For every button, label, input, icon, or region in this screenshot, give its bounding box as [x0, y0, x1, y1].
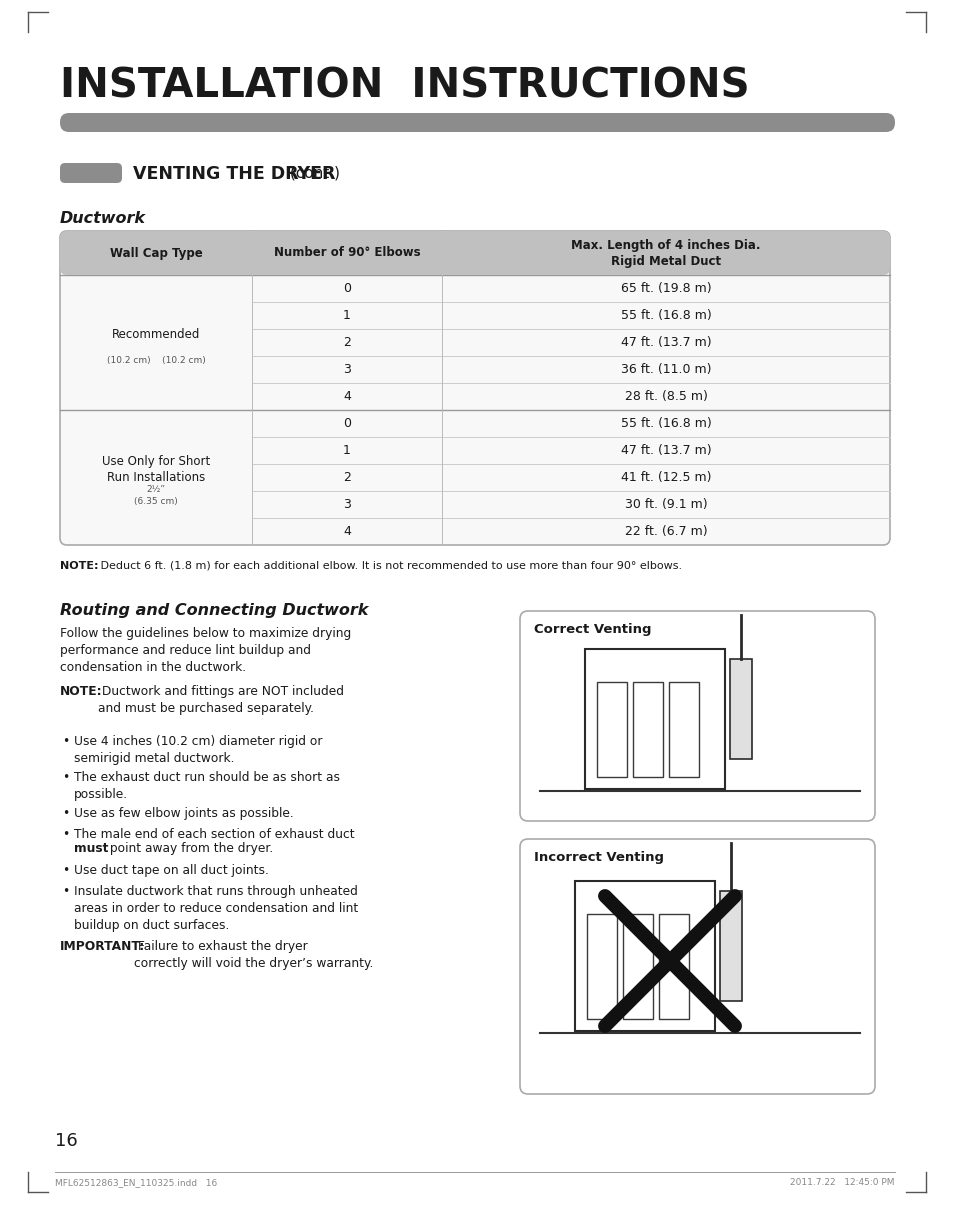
FancyBboxPatch shape: [519, 611, 874, 821]
Text: IMPORTANT:: IMPORTANT:: [60, 940, 145, 953]
FancyBboxPatch shape: [60, 112, 894, 132]
Text: •: •: [62, 771, 70, 785]
Text: 28 ft. (8.5 m): 28 ft. (8.5 m): [624, 390, 707, 403]
Text: must: must: [74, 842, 109, 855]
Text: 41 ft. (12.5 m): 41 ft. (12.5 m): [620, 470, 711, 484]
Text: 2½”
(6.35 cm): 2½” (6.35 cm): [134, 485, 177, 506]
Text: 55 ft. (16.8 m): 55 ft. (16.8 m): [620, 309, 711, 323]
Text: •: •: [62, 864, 70, 877]
Circle shape: [685, 1006, 700, 1020]
Text: (10.2 cm)    (10.2 cm): (10.2 cm) (10.2 cm): [107, 356, 205, 365]
FancyBboxPatch shape: [60, 231, 889, 545]
Text: 2: 2: [343, 470, 351, 484]
Text: Wall Cap Type: Wall Cap Type: [110, 247, 202, 259]
Text: •: •: [62, 807, 70, 820]
Text: Routing and Connecting Ductwork: Routing and Connecting Ductwork: [60, 602, 368, 618]
Text: 55 ft. (16.8 m): 55 ft. (16.8 m): [620, 417, 711, 430]
FancyBboxPatch shape: [60, 163, 122, 183]
Text: 16: 16: [55, 1132, 77, 1150]
Text: Recommended: Recommended: [112, 327, 200, 341]
Text: 0: 0: [343, 282, 351, 295]
Bar: [575, 881, 714, 1031]
Text: Failure to exhaust the dryer
correctly will void the dryer’s warranty.: Failure to exhaust the dryer correctly w…: [133, 940, 373, 970]
Text: 3: 3: [343, 363, 351, 376]
Text: 22 ft. (6.7 m): 22 ft. (6.7 m): [624, 525, 706, 538]
Text: The exhaust duct run should be as short as
possible.: The exhaust duct run should be as short …: [74, 771, 339, 800]
Text: VENTING THE DRYER: VENTING THE DRYER: [132, 165, 335, 183]
Text: point away from the dryer.: point away from the dryer.: [106, 842, 273, 855]
Text: Use duct tape on all duct joints.: Use duct tape on all duct joints.: [74, 864, 269, 877]
Text: Correct Venting: Correct Venting: [534, 623, 651, 635]
Text: 30 ft. (9.1 m): 30 ft. (9.1 m): [624, 499, 706, 511]
Text: 1: 1: [343, 309, 351, 323]
Bar: [584, 649, 724, 789]
Text: Max. Length of 4 inches Dia.
Rigid Metal Duct: Max. Length of 4 inches Dia. Rigid Metal…: [571, 238, 760, 268]
Text: 2011.7.22   12:45:0 PM: 2011.7.22 12:45:0 PM: [790, 1178, 894, 1187]
Text: 4: 4: [343, 525, 351, 538]
Text: MFL62512863_EN_110325.indd   16: MFL62512863_EN_110325.indd 16: [55, 1178, 217, 1187]
Bar: [720, 891, 741, 1001]
Bar: [668, 682, 699, 777]
Text: Insulate ductwork that runs through unheated
areas in order to reduce condensati: Insulate ductwork that runs through unhe…: [74, 885, 358, 932]
Text: NOTE:: NOTE:: [60, 686, 103, 698]
Text: The male end of each section of exhaust duct: The male end of each section of exhaust …: [74, 829, 355, 841]
Text: 0: 0: [343, 417, 351, 430]
Text: •: •: [62, 885, 70, 898]
Text: 4: 4: [343, 390, 351, 403]
Text: Ductwork and fittings are NOT included
and must be purchased separately.: Ductwork and fittings are NOT included a…: [98, 686, 344, 715]
Text: Ductwork: Ductwork: [60, 211, 146, 226]
Bar: [597, 682, 626, 777]
Bar: [729, 659, 751, 759]
Text: Use Only for Short
Run Installations: Use Only for Short Run Installations: [102, 455, 210, 484]
Text: NOTE:: NOTE:: [60, 561, 98, 571]
Text: 3: 3: [343, 499, 351, 511]
Text: Incorrect Venting: Incorrect Venting: [534, 851, 663, 864]
Text: Follow the guidelines below to maximize drying
performance and reduce lint build: Follow the guidelines below to maximize …: [60, 627, 351, 675]
Bar: [633, 682, 662, 777]
Text: Use as few elbow joints as possible.: Use as few elbow joints as possible.: [74, 807, 294, 820]
Text: 65 ft. (19.8 m): 65 ft. (19.8 m): [620, 282, 711, 295]
Text: INSTALLATION  INSTRUCTIONS: INSTALLATION INSTRUCTIONS: [60, 67, 749, 108]
Text: 47 ft. (13.7 m): 47 ft. (13.7 m): [620, 336, 711, 349]
FancyBboxPatch shape: [519, 840, 874, 1094]
Text: Number of 90° Elbows: Number of 90° Elbows: [274, 247, 420, 259]
Bar: [659, 914, 688, 1019]
Text: 2: 2: [343, 336, 351, 349]
Bar: [586, 914, 617, 1019]
Text: (cont.): (cont.): [285, 165, 339, 180]
Bar: [622, 914, 652, 1019]
Text: •: •: [62, 734, 70, 748]
Text: 36 ft. (11.0 m): 36 ft. (11.0 m): [620, 363, 711, 376]
Text: Use 4 inches (10.2 cm) diameter rigid or
semirigid metal ductwork.: Use 4 inches (10.2 cm) diameter rigid or…: [74, 734, 322, 765]
Text: •: •: [62, 829, 70, 841]
Text: 47 ft. (13.7 m): 47 ft. (13.7 m): [620, 444, 711, 457]
FancyBboxPatch shape: [60, 231, 889, 275]
Text: 1: 1: [343, 444, 351, 457]
Circle shape: [696, 764, 709, 778]
Text: Deduct 6 ft. (1.8 m) for each additional elbow. It is not recommended to use mor: Deduct 6 ft. (1.8 m) for each additional…: [97, 561, 681, 571]
